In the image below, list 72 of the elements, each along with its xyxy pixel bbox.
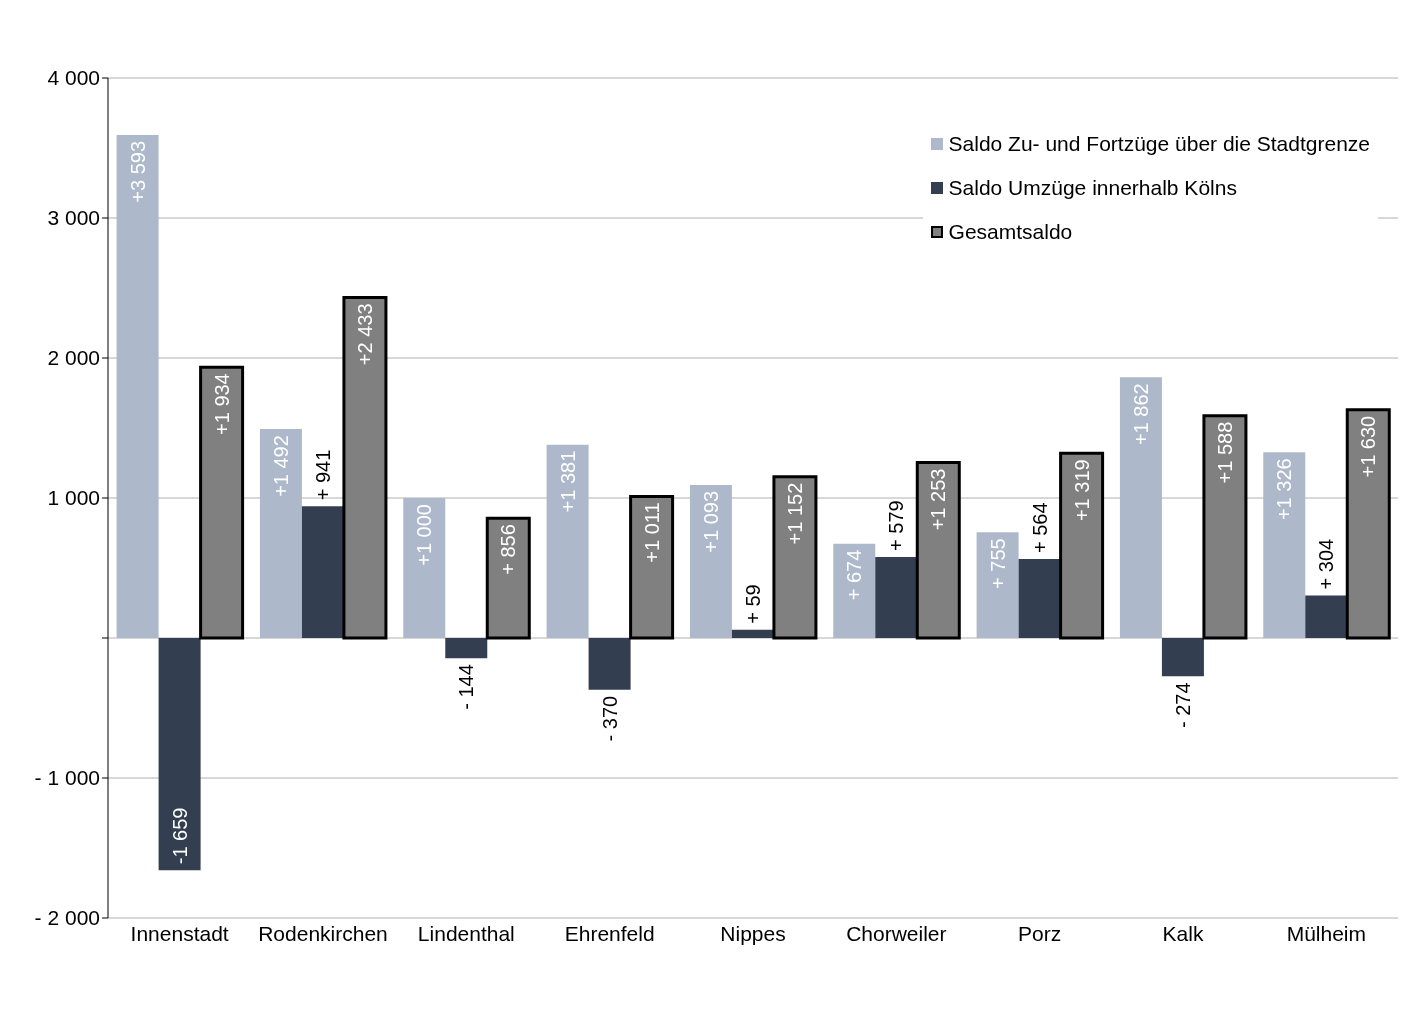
bar [588,638,631,690]
x-tick-label: Chorweiler [846,921,947,945]
bar [1345,408,1391,640]
x-tick-label: Mülheim [1286,921,1367,945]
data-label: +1 492 [269,435,292,497]
data-label: +1 253 [927,468,950,531]
x-tick-label: Nippes [720,921,786,945]
data-label: + 59 [741,584,764,624]
data-label: + 564 [1028,502,1051,554]
bar [445,638,488,659]
data-label: - 370 [598,695,621,742]
bar [158,638,201,871]
y-tick-label: 2 000 [47,346,100,370]
bar [116,134,159,638]
data-label: +2 433 [353,303,376,366]
x-tick-label: Ehrenfeld [564,921,655,945]
x-tick-label: Kalk [1162,921,1204,945]
bar [976,532,1019,638]
legend-label: Saldo Zu- und Fortzüge über die Stadtgrenze [948,132,1370,156]
bar [689,484,732,638]
data-label: + 941 [311,449,334,501]
x-tick-label: Porz [1018,921,1062,945]
bar [772,475,818,640]
bar [629,494,675,640]
y-tick-label: - 2 000 [34,906,100,930]
bar [485,516,531,640]
data-label: + 856 [497,524,520,575]
bar [1263,452,1306,638]
bar [833,543,876,638]
bar [199,365,245,640]
data-label: + 674 [843,549,866,601]
data-label: +1 000 [413,504,436,566]
data-label: +1 381 [556,450,579,513]
data-label: +1 326 [1273,458,1296,521]
legend-label: Saldo Umzüge innerhalb Kölns [948,176,1237,200]
x-tick-label: Rodenkirchen [258,921,388,945]
data-label: +1 630 [1357,415,1380,478]
data-label: +1 588 [1213,421,1236,484]
x-tick-label: Lindenthal [417,921,515,945]
data-label: + 579 [885,500,908,551]
data-label: - 274 [1171,682,1194,728]
data-label: +1 093 [699,490,722,553]
data-label: +1 011 [640,502,663,563]
legend-label: Gesamtsaldo [948,220,1073,244]
data-label: +1 934 [210,373,233,435]
x-tick-label: Innenstadt [130,921,229,945]
bar [546,444,589,638]
data-label: -1 659 [168,807,191,865]
bar [731,629,774,638]
data-label: + 304 [1315,538,1338,590]
data-label: +3 593 [126,140,149,203]
bar [1018,559,1061,638]
bar [259,429,302,638]
data-label: - 144 [455,664,478,710]
data-label: +1 319 [1070,459,1093,522]
bar [1161,638,1204,677]
y-tick-label: 4 000 [47,66,100,90]
data-label: +1 152 [783,482,806,545]
data-label: +1 862 [1129,383,1152,446]
bar [1305,595,1348,638]
y-tick-label: 1 000 [47,486,100,510]
bar [403,498,446,638]
bar [875,556,918,638]
y-tick-label: 3 000 [47,206,100,230]
data-label: + 755 [986,538,1009,589]
bar [1202,414,1248,640]
bar [301,506,344,638]
bar [342,295,388,640]
y-tick-label: - 1 000 [34,766,100,790]
bar [915,461,961,640]
bar [1059,451,1105,640]
bar [1119,377,1162,638]
